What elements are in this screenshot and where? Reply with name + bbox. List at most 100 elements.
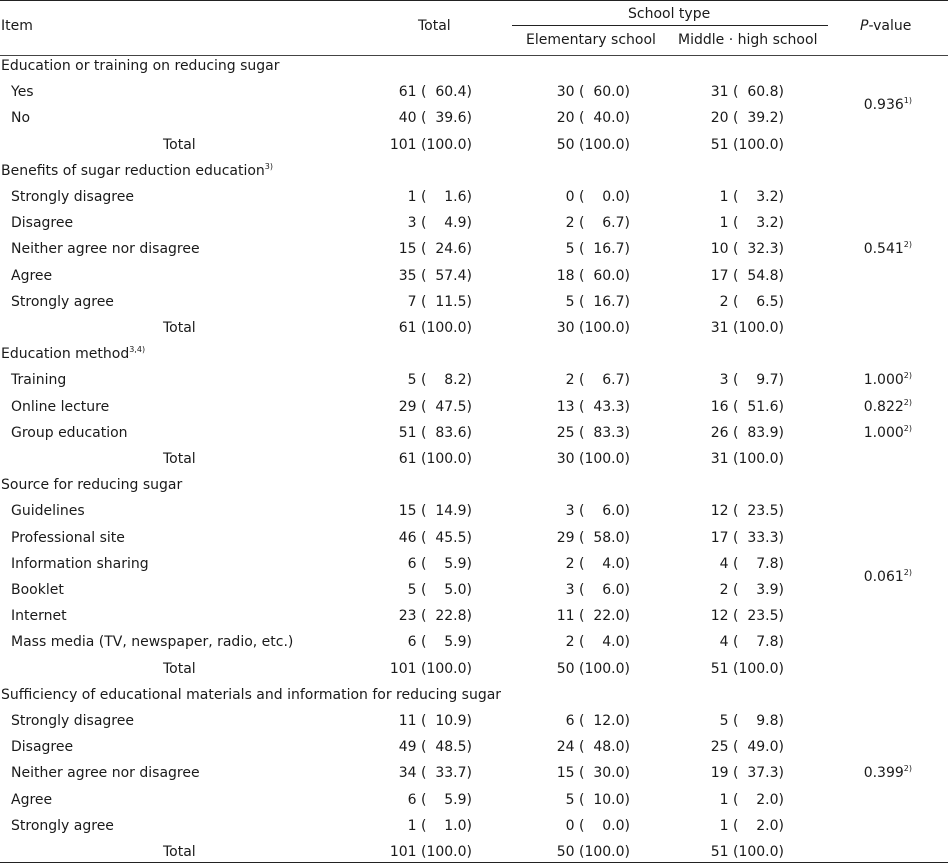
cell-total: 1 ( 1.0): [407, 817, 472, 834]
cell-mid: 31 (100.0): [710, 320, 784, 336]
cell-elem: 5 ( 10.0): [565, 791, 630, 808]
cell-total: 46 ( 45.5): [398, 529, 472, 546]
section-label: Benefits of sugar reduction education3): [1, 161, 274, 179]
section-label: Source for reducing sugar: [1, 477, 183, 494]
cell-mid: 51 (100.0): [710, 844, 784, 860]
cell-elem: 25 ( 83.3): [556, 424, 630, 441]
cell-total: 11 ( 10.9): [398, 713, 472, 729]
cell-elem: 11 ( 22.0): [556, 608, 630, 625]
cell-mid: 19 ( 37.3): [710, 765, 784, 782]
cell-mid: 1 ( 3.2): [719, 189, 784, 205]
section-label: Education method3,4): [1, 345, 146, 363]
section-footnote: 3): [264, 161, 274, 171]
cell-total: 51 ( 83.6): [398, 424, 472, 441]
row-label: Booklet: [11, 582, 64, 598]
cell-total: 23 ( 22.8): [398, 608, 472, 625]
cell-mid: 51 (100.0): [710, 136, 784, 153]
group-p-value: 0.5412): [863, 240, 912, 258]
cell-mid: 2 ( 3.9): [719, 582, 784, 598]
p-footnote: 2): [903, 397, 912, 407]
cell-mid: 26 ( 83.9): [710, 424, 784, 441]
cell-mid: 12 ( 23.5): [710, 608, 784, 625]
bottom-rule: [0, 862, 948, 863]
row-label: Internet: [11, 608, 67, 625]
cell-mid: 51 (100.0): [710, 660, 784, 677]
row-label: Disagree: [11, 215, 74, 232]
p-footnote: 2): [903, 567, 912, 577]
row-label: Strongly disagree: [11, 189, 134, 205]
cell-mid: 3 ( 9.7): [719, 372, 784, 389]
row-label: Professional site: [11, 529, 125, 546]
p-value: 0.8222): [863, 397, 912, 415]
cell-total: 101 (100.0): [389, 136, 472, 153]
cell-total: 5 ( 5.0): [407, 582, 472, 598]
cell-elem: 2 ( 4.0): [565, 634, 630, 651]
cell-elem: 30 (100.0): [556, 320, 630, 336]
cell-elem: 30 (100.0): [556, 451, 630, 467]
row-label: Agree: [11, 791, 53, 808]
cell-elem: 29 ( 58.0): [556, 529, 630, 546]
cell-elem: 18 ( 60.0): [556, 267, 630, 284]
header-pvalue: P-value: [860, 17, 911, 35]
cell-total: 6 ( 5.9): [407, 791, 472, 808]
pvalue-italic: P: [860, 18, 869, 34]
cell-elem: 2 ( 6.7): [565, 215, 630, 232]
row-label: Strongly agree: [11, 293, 114, 310]
cell-elem: 50 (100.0): [556, 844, 630, 860]
cell-mid: 1 ( 2.0): [719, 791, 784, 808]
cell-elem: 20 ( 40.0): [556, 110, 630, 127]
row-label: Agree: [11, 267, 53, 284]
cell-mid: 31 ( 60.8): [710, 84, 784, 101]
cell-elem: 3 ( 6.0): [565, 582, 630, 598]
section-footnote: 3,4): [129, 345, 146, 355]
cell-mid: 4 ( 7.8): [719, 555, 784, 572]
total-label: Total: [163, 660, 196, 677]
school-type-rule: [512, 25, 828, 26]
cell-total: 101 (100.0): [389, 660, 472, 677]
cell-mid: 17 ( 54.8): [710, 267, 784, 284]
row-label: Mass media (TV, newspaper, radio, etc.): [11, 634, 294, 651]
row-label: No: [11, 110, 31, 127]
cell-total: 34 ( 33.7): [398, 765, 472, 782]
row-label: Training: [11, 372, 67, 389]
p-value: 1.0002): [863, 371, 912, 389]
cell-total: 49 ( 48.5): [398, 739, 472, 756]
row-label: Neither agree nor disagree: [11, 765, 200, 782]
cell-total: 35 ( 57.4): [398, 267, 472, 284]
total-label: Total: [163, 320, 196, 336]
header-elementary: Elementary school: [526, 32, 656, 48]
cell-mid: 1 ( 3.2): [719, 215, 784, 232]
group-p-value: 0.0612): [863, 567, 912, 585]
cell-total: 7 ( 11.5): [407, 293, 472, 310]
cell-total: 15 ( 14.9): [398, 503, 472, 520]
cell-mid: 17 ( 33.3): [710, 529, 784, 546]
row-label: Information sharing: [11, 555, 149, 572]
cell-mid: 20 ( 39.2): [710, 110, 784, 127]
cell-total: 15 ( 24.6): [398, 241, 472, 258]
header-rule: [0, 55, 948, 56]
header-school-type: School type: [628, 6, 711, 22]
p-footnote: 2): [903, 764, 912, 774]
cell-mid: 25 ( 49.0): [710, 739, 784, 756]
cell-elem: 0 ( 0.0): [565, 817, 630, 834]
cell-elem: 15 ( 30.0): [556, 765, 630, 782]
cell-mid: 10 ( 32.3): [710, 241, 784, 258]
cell-elem: 50 (100.0): [556, 136, 630, 153]
cell-mid: 31 (100.0): [710, 451, 784, 467]
cell-total: 3 ( 4.9): [407, 215, 472, 232]
cell-mid: 16 ( 51.6): [710, 398, 784, 415]
header-item: Item: [1, 18, 33, 34]
total-label: Total: [163, 844, 196, 860]
cell-elem: 3 ( 6.0): [565, 503, 630, 520]
cell-total: 6 ( 5.9): [407, 555, 472, 572]
cell-elem: 0 ( 0.0): [565, 189, 630, 205]
cell-total: 5 ( 8.2): [407, 372, 472, 389]
cell-elem: 5 ( 16.7): [565, 293, 630, 310]
p-footnote: 2): [903, 371, 912, 381]
row-label: Neither agree nor disagree: [11, 241, 200, 258]
cell-total: 6 ( 5.9): [407, 634, 472, 651]
row-label: Online lecture: [11, 398, 110, 415]
header-total: Total: [418, 18, 451, 34]
cell-total: 61 (100.0): [398, 320, 472, 336]
